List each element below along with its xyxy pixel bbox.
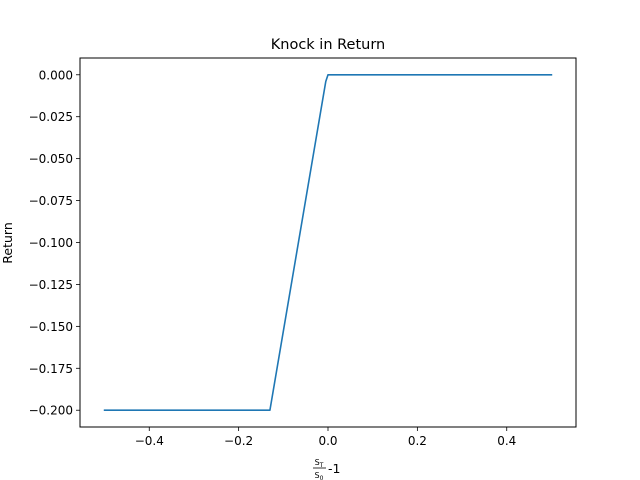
x-label-denominator-symbol: S: [315, 471, 320, 480]
x-label-denominator: S0: [315, 471, 324, 480]
x-label-numerator-subscript: T: [319, 462, 324, 469]
series-line-0: [103, 73, 553, 412]
y-tick-label: −0.175: [29, 362, 73, 376]
y-tick-label: −0.075: [29, 194, 73, 208]
y-axis-label: Return: [0, 222, 15, 263]
y-axis-ticks: 0.000 −0.025 −0.050 −0.075 −0.100 −0.125 −0.15…: [29, 68, 80, 418]
series-layer: [103, 73, 553, 412]
y-tick-label: −0.025: [29, 110, 73, 124]
x-label-numerator: ST: [315, 458, 324, 469]
x-tick-label: −0.2: [224, 434, 253, 448]
y-tick-label: −0.150: [29, 320, 73, 334]
y-tick-label: −0.125: [29, 278, 73, 292]
chart-title: Knock in Return: [271, 37, 386, 53]
x-label-numerator-symbol: S: [315, 458, 320, 467]
x-label-denominator-subscript: 0: [320, 475, 324, 480]
y-tick-label: −0.100: [29, 236, 73, 250]
x-axis-label: ST S0 -1: [313, 458, 340, 480]
y-tick-label: −0.200: [29, 404, 73, 418]
x-tick-label: 0.2: [408, 434, 427, 448]
y-tick-label: −0.050: [29, 152, 73, 166]
y-tick-label: 0.000: [39, 68, 73, 82]
x-tick-label: 0.4: [497, 434, 516, 448]
x-label-suffix: -1: [328, 461, 340, 476]
axes-frame: [79, 57, 577, 428]
x-tick-label: −0.4: [135, 434, 164, 448]
x-axis-ticks: −0.4 −0.2 0.0 0.2 0.4: [135, 427, 516, 448]
x-tick-label: 0.0: [318, 434, 337, 448]
